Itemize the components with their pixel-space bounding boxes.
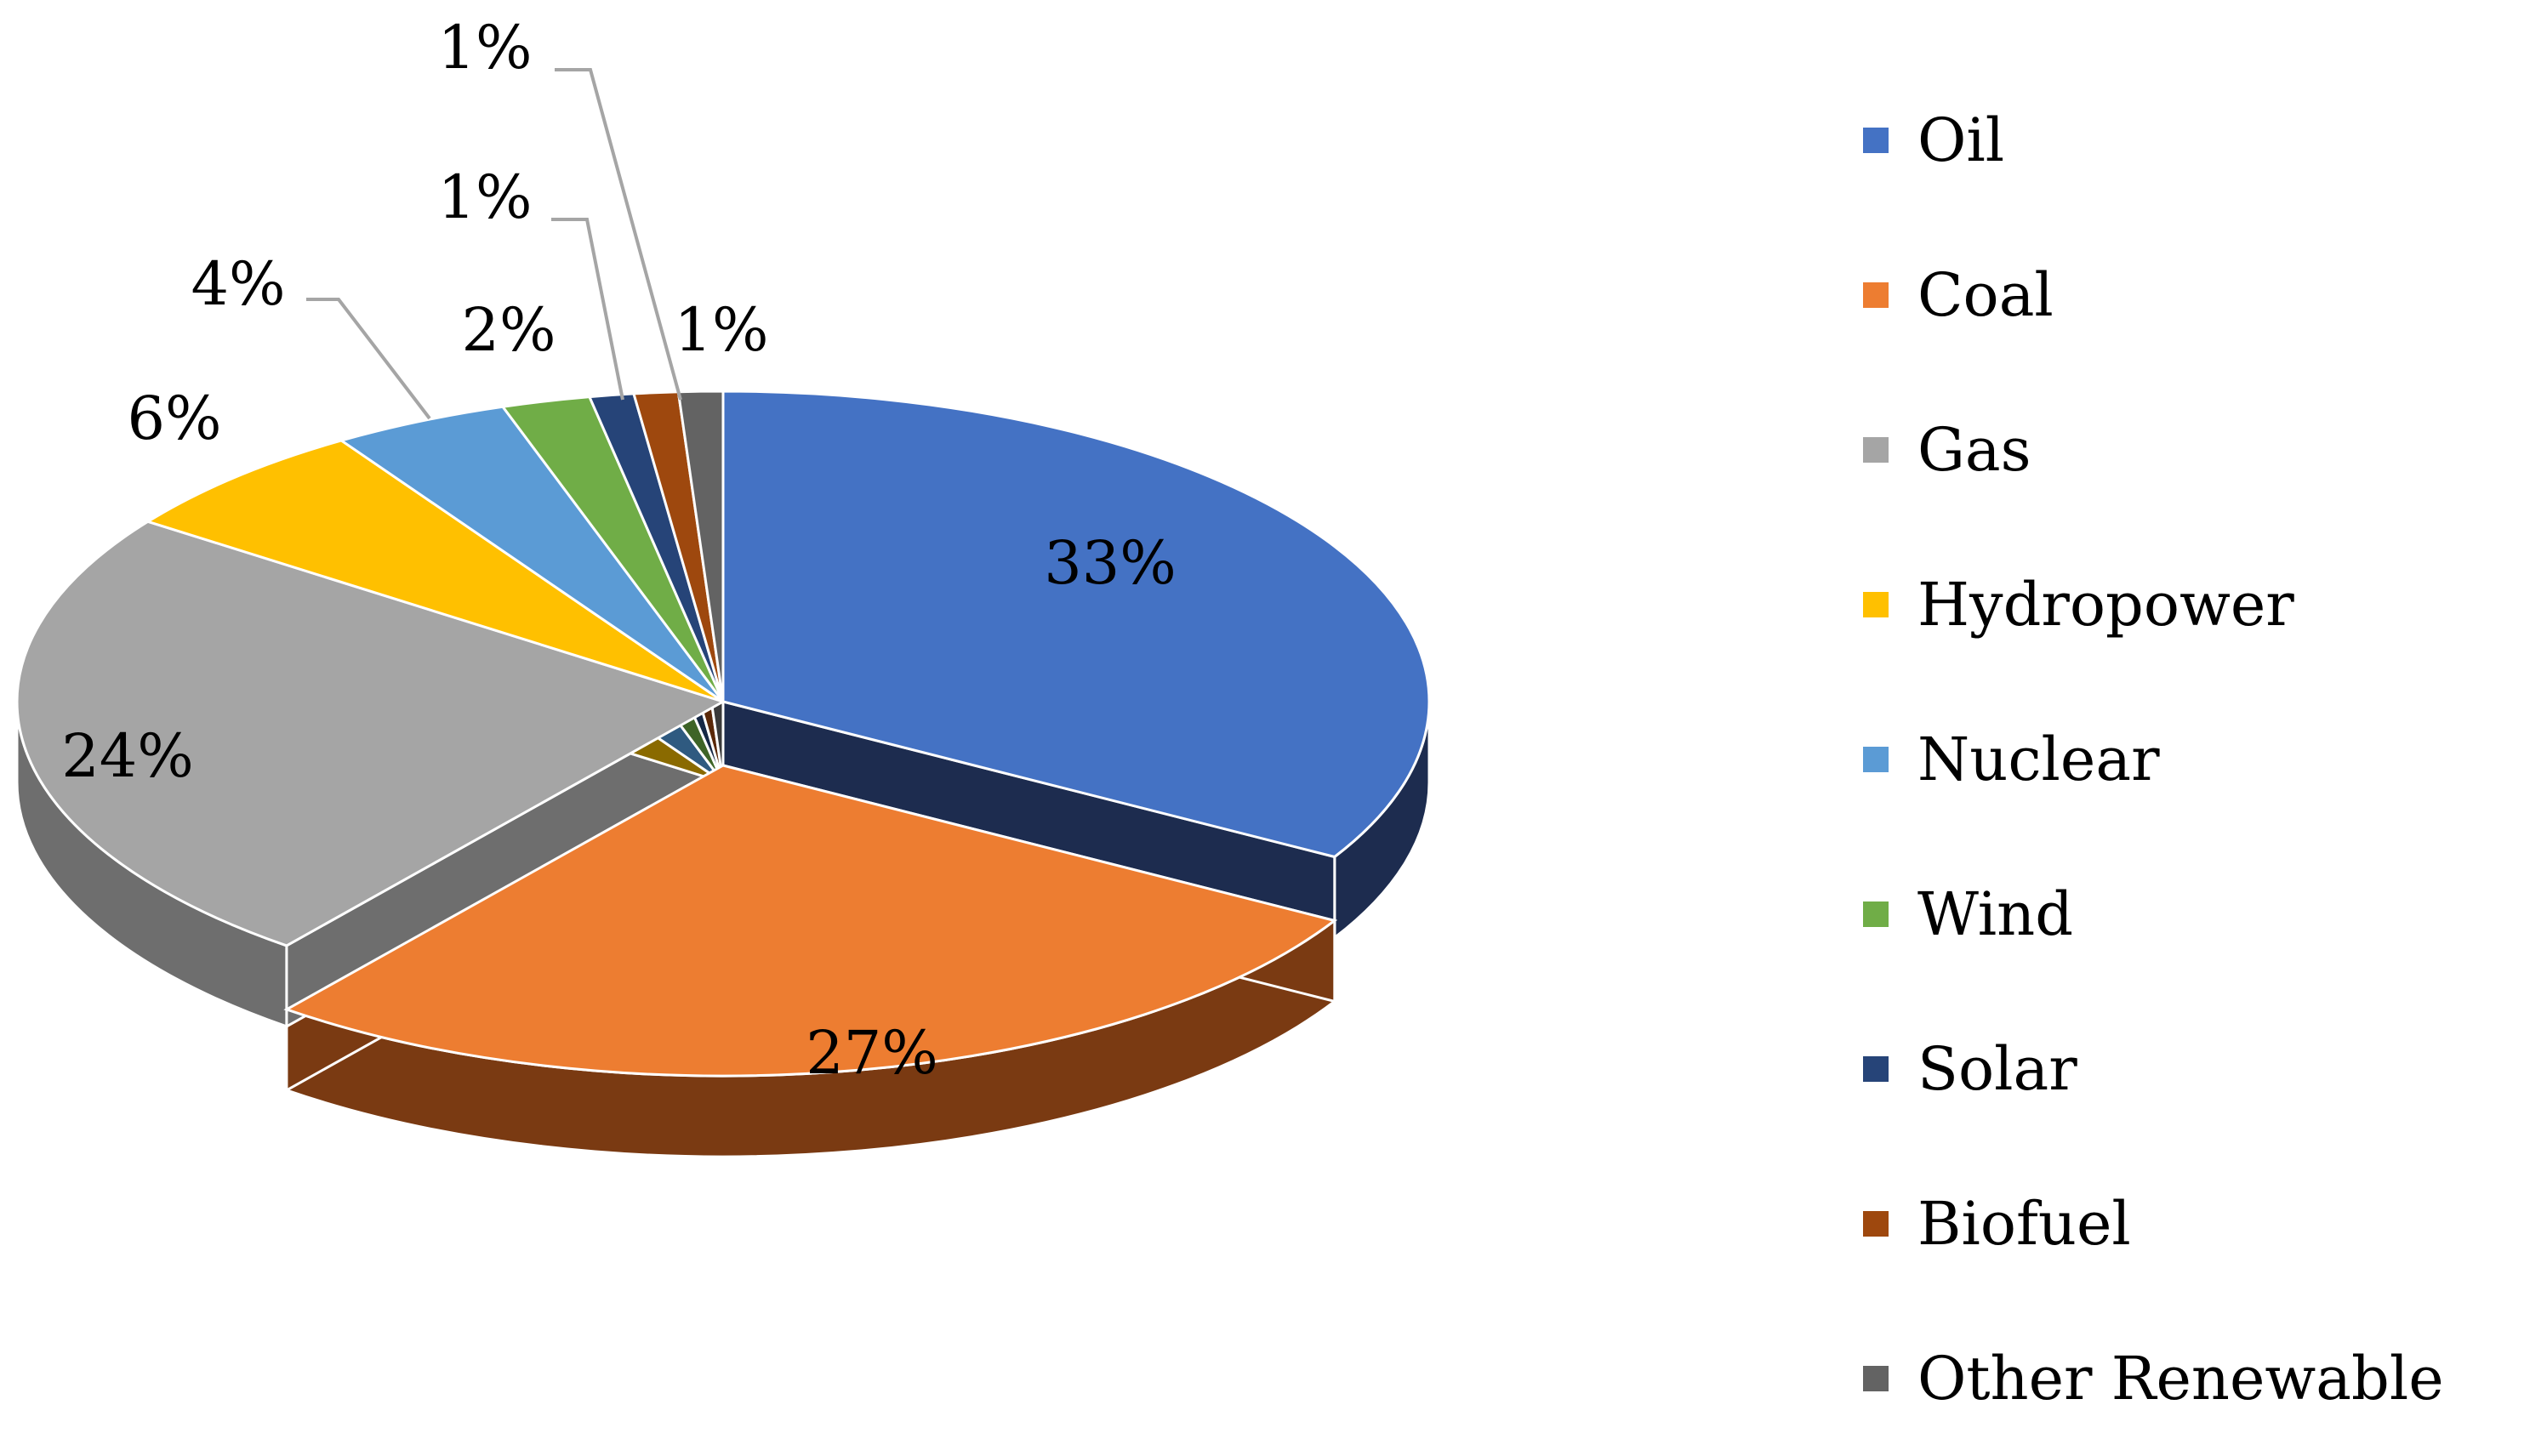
legend-item-other-renewable: Other Renewable xyxy=(1863,1301,2535,1456)
legend-swatch-other-renewable xyxy=(1863,1366,1889,1391)
legend-item-hydropower: Hydropower xyxy=(1863,527,2535,682)
pie-slice-hydropower xyxy=(145,439,724,703)
legend-swatch-coal xyxy=(1863,282,1889,308)
data-label-other-renewable: 1% xyxy=(437,13,532,82)
legend-swatch-nuclear xyxy=(1863,747,1889,772)
legend-label-other-renewable: Other Renewable xyxy=(1917,1344,2444,1413)
legend-swatch-gas xyxy=(1863,437,1889,463)
legend-item-biofuel: Biofuel xyxy=(1863,1146,2535,1301)
legend-swatch-solar xyxy=(1863,1056,1889,1082)
data-label-nuclear: 4% xyxy=(191,249,285,319)
pie-slice-coal xyxy=(283,764,1338,1078)
pie-chart: 33% 27% 24% 6% 4% 2% 1% 1% 1% Oil Coal Gas Hydropow… xyxy=(15,13,2444,1413)
data-label-wind: 2% xyxy=(461,295,556,365)
data-label-biofuel: 1% xyxy=(674,295,768,365)
leader-line-other-renewable xyxy=(555,68,682,401)
legend-label-wind: Wind xyxy=(1917,879,2073,949)
legend-label-biofuel: Biofuel xyxy=(1917,1189,2131,1259)
pie-slice-gas xyxy=(15,520,726,947)
legend-label-gas: Gas xyxy=(1917,415,2031,485)
legend-item-nuclear: Nuclear xyxy=(1863,682,2535,837)
pie-slice-oil xyxy=(721,390,1431,859)
pie-plot: 33% 27% 24% 6% 4% 2% 1% 1% 1% xyxy=(15,13,1431,1158)
pie-data-labels: 33% 27% 24% 6% 4% 2% 1% 1% 1% xyxy=(61,13,1177,1088)
legend-item-solar: Solar xyxy=(1863,992,2535,1146)
legend-swatch-hydropower xyxy=(1863,592,1889,617)
legend-item-coal: Coal xyxy=(1863,218,2535,373)
data-label-oil: 33% xyxy=(1044,528,1177,598)
data-label-coal: 27% xyxy=(806,1018,938,1088)
legend-label-coal: Coal xyxy=(1917,260,2054,330)
legend-item-wind: Wind xyxy=(1863,837,2535,992)
legend-swatch-biofuel xyxy=(1863,1211,1889,1237)
leader-line-solar xyxy=(551,218,624,401)
legend-label-solar: Solar xyxy=(1917,1034,2077,1104)
legend-swatch-wind xyxy=(1863,901,1889,927)
legend-item-oil: Oil xyxy=(1863,63,2535,218)
legend-label-nuclear: Nuclear xyxy=(1917,725,2160,794)
pie-slice-nuclear xyxy=(338,405,725,703)
legend-label-oil: Oil xyxy=(1917,105,2005,175)
legend-swatch-oil xyxy=(1863,128,1889,153)
legend-label-hydropower: Hydropower xyxy=(1917,570,2294,640)
pie-tops xyxy=(15,390,1431,1078)
data-label-solar: 1% xyxy=(437,162,532,232)
data-label-hydropower: 6% xyxy=(127,384,221,453)
legend-item-gas: Gas xyxy=(1863,373,2535,527)
data-label-gas: 24% xyxy=(61,721,194,791)
leader-line-nuclear xyxy=(306,298,431,420)
legend: Oil Coal Gas Hydropower Nuclear Wind Solar Biof… xyxy=(1863,63,2535,1456)
